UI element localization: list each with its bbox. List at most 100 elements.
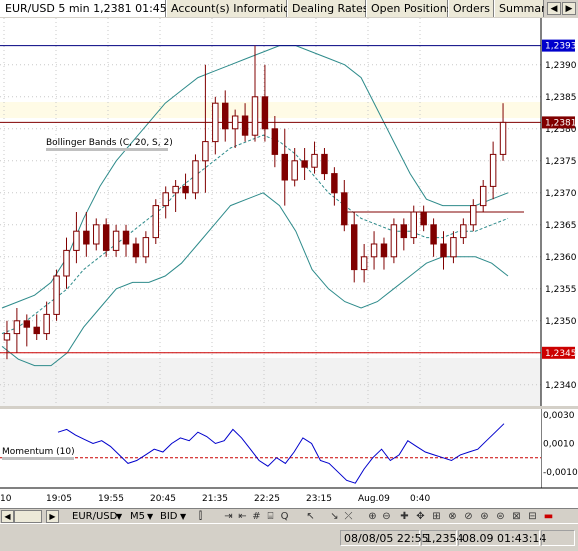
candle-body	[341, 192, 348, 226]
candle-44	[440, 231, 447, 270]
candle-6	[63, 237, 70, 289]
bollinger-label: Bollinger Bands (C, 20, S, 2)	[46, 138, 173, 148]
horizontal-levels[interactable]	[0, 45, 541, 354]
candle-18	[182, 173, 189, 200]
price-chart[interactable]: 1,2390 1,2385 1,2380 1,2375 1,2370 1,2365 1,23…	[0, 18, 578, 508]
candle-8	[83, 212, 90, 257]
candle-46	[460, 218, 467, 244]
tab-next-button[interactable]: ▶	[562, 2, 576, 15]
price-marker-top-box	[542, 39, 575, 52]
scroll-left-button[interactable]: ◀	[1, 510, 14, 523]
price-type-select[interactable]: BID	[160, 511, 178, 522]
bollinger-legend[interactable]: Bollinger Bands (C, 20, S, 2)	[46, 138, 173, 151]
line-icon[interactable]: ⇤	[238, 511, 247, 522]
momentum-legend[interactable]: Momentum (10)	[2, 447, 75, 460]
tab-prev-button[interactable]: ◀	[547, 2, 561, 15]
candle-11	[112, 224, 120, 257]
crosshair-icon[interactable]: ✚	[400, 511, 409, 522]
fibonacci-icon[interactable]: ⤫	[344, 511, 353, 522]
pane-separator[interactable]	[0, 406, 578, 409]
momentum-tick-label: -0,0010	[543, 468, 578, 478]
zoom-in-icon[interactable]: ⊕	[368, 511, 377, 522]
candle-body	[390, 224, 398, 258]
candle-body	[460, 224, 467, 239]
trendline-icon[interactable]: ↘	[330, 511, 339, 522]
bollinger-label-handle[interactable]	[46, 148, 168, 151]
symbol-select[interactable]: EUR/USD	[72, 511, 118, 522]
period-separator-icon[interactable]: ⊗	[448, 511, 457, 522]
momentum-plot-area[interactable]	[0, 409, 541, 488]
candle-30	[301, 148, 308, 180]
zoom-out-icon[interactable]: ⊖	[382, 511, 391, 522]
tab-open-positions[interactable]: Open Positions	[366, 0, 452, 17]
timeframe-select[interactable]: M5	[130, 511, 145, 522]
expand-icon[interactable]: ⊛	[480, 511, 489, 522]
clock-icon[interactable]: ⊘	[464, 511, 473, 522]
candle-27	[271, 116, 279, 168]
collapse-icon[interactable]: ⊜	[496, 511, 505, 522]
candle-19	[192, 154, 199, 200]
move-icon[interactable]: ⊞	[432, 511, 441, 522]
zoom-query-icon[interactable]: Q	[280, 511, 289, 522]
candle-body	[499, 121, 507, 155]
candle-2	[23, 314, 31, 347]
candle-body	[430, 224, 437, 245]
tab-dealing-rates[interactable]: Dealing Rates	[287, 0, 369, 17]
price-marker-mid-text: 1,2381	[545, 118, 577, 128]
price-marker-low: 1,2345	[542, 346, 577, 359]
scroll-thumb[interactable]	[14, 510, 42, 523]
tab-eurusd-chart[interactable]: EUR/USD 5 min 1,2381 01:45:00	[0, 0, 184, 17]
candle-body	[440, 243, 447, 258]
candle-42	[420, 205, 427, 232]
candle-14	[142, 231, 150, 264]
tab-orders[interactable]: Orders	[448, 0, 494, 17]
scroll-right-button[interactable]: ▶	[46, 510, 59, 523]
momentum-label-handle[interactable]	[2, 457, 74, 460]
candle-3	[33, 314, 40, 340]
candle-17	[172, 180, 179, 212]
candle-47	[470, 199, 477, 232]
candle-10	[102, 218, 110, 257]
tab-summary[interactable]: Summar	[494, 0, 546, 17]
time-tick-label: 22:25	[254, 494, 280, 504]
candle-body	[73, 230, 80, 251]
bar-chart-icon[interactable]: ⫿	[198, 511, 203, 522]
status-server-time: 08.09 01:43:14	[458, 530, 546, 546]
candle-50	[499, 103, 507, 161]
color-icon[interactable]: ▬	[543, 511, 554, 522]
candle-29	[291, 148, 298, 187]
price-tick-label: 1,2340	[545, 381, 577, 391]
pan-icon[interactable]: ✥	[416, 511, 425, 522]
candle-9	[93, 218, 100, 251]
price-marker-mid: 1,2381	[542, 116, 577, 129]
cursor-icon[interactable]: ↖	[306, 511, 315, 522]
sync-icon[interactable]: ⊠	[512, 511, 521, 522]
candle-body	[251, 96, 259, 136]
price-marker-top: 1,2393	[542, 39, 577, 52]
candle-body	[3, 333, 11, 341]
timeframe-dropdown-icon[interactable]: ▼	[147, 512, 154, 521]
candle-33	[331, 167, 338, 206]
price-type-dropdown-icon[interactable]: ▼	[180, 512, 187, 521]
candle-body	[13, 320, 21, 335]
candle-body	[479, 185, 487, 207]
time-tick-label: 0:40	[410, 494, 430, 504]
restore-icon[interactable]: ⊟	[528, 511, 537, 522]
time-tick-label: 19:05	[46, 494, 72, 504]
quote-icon[interactable]: ⌸	[267, 511, 274, 522]
candle-body	[311, 153, 318, 168]
candle-body	[192, 160, 199, 194]
time-tick-label: 19:55	[98, 494, 124, 504]
time-tick-label: 20:45	[150, 494, 176, 504]
candle-15	[152, 199, 160, 244]
candle-body	[172, 185, 179, 194]
lower-shade	[0, 358, 541, 406]
candle-icon[interactable]: ⇥	[224, 511, 233, 522]
status-resize-grip[interactable]	[541, 530, 575, 546]
tab-account-information[interactable]: Account(s) Information	[166, 0, 297, 17]
symbol-dropdown-icon[interactable]: ▼	[116, 512, 123, 521]
candle-31	[311, 141, 318, 174]
price-tick-label: 1,2370	[545, 189, 577, 199]
bollinger-lower-line	[1, 192, 509, 367]
grid-icon[interactable]: #	[252, 511, 261, 522]
